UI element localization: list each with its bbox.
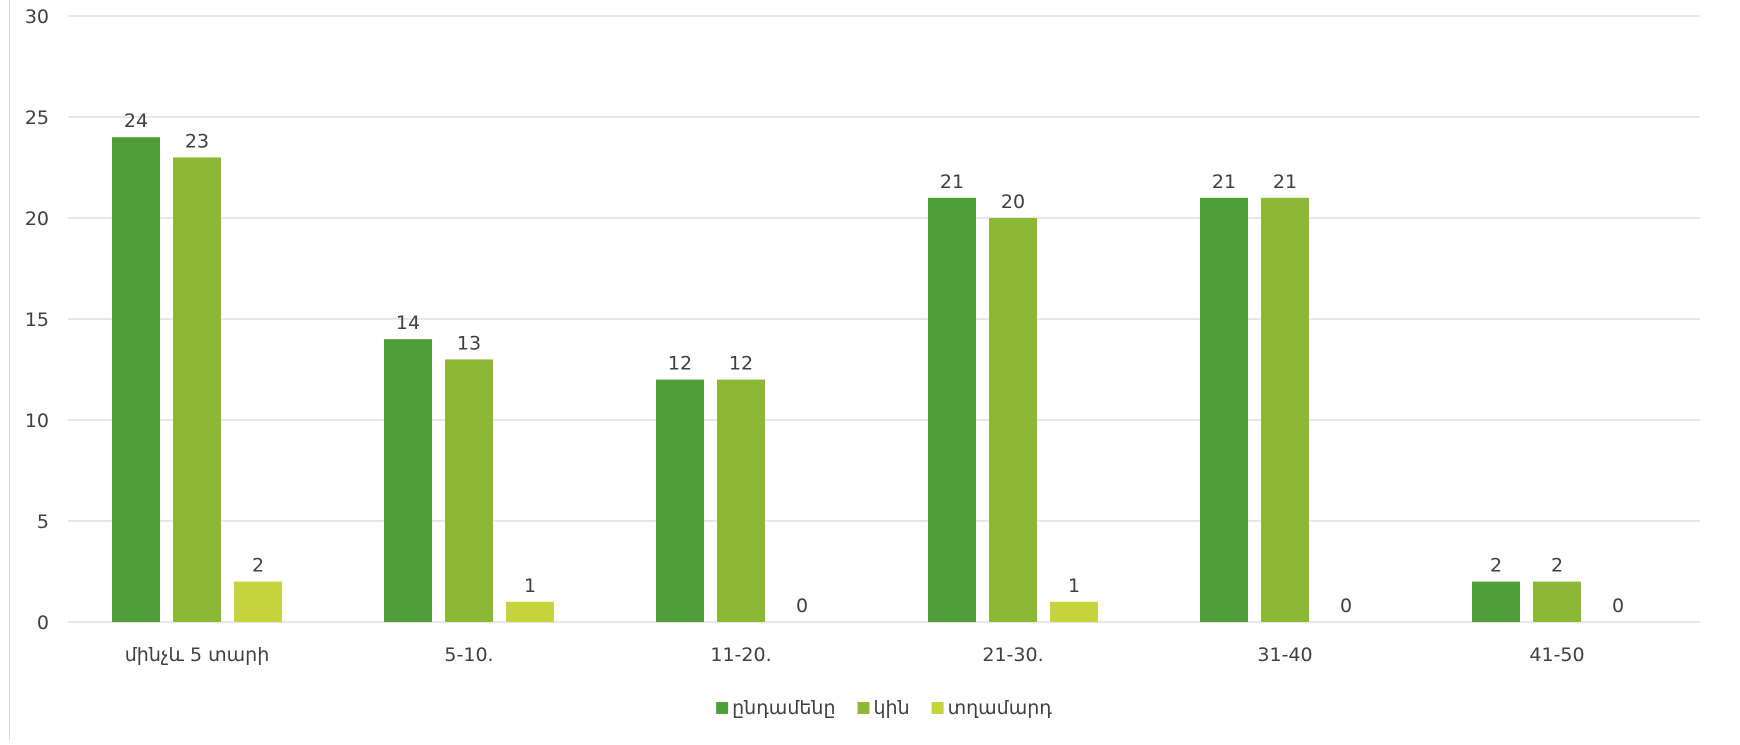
legend-label: կին	[873, 697, 909, 719]
y-tick-label: 5	[37, 511, 49, 533]
bar-1-3	[656, 379, 704, 622]
bar-2-5	[1261, 197, 1309, 623]
data-label: 21	[1212, 171, 1236, 193]
bar-1-6	[1472, 581, 1520, 622]
gridlines	[68, 15, 1700, 623]
data-label: 0	[1340, 595, 1352, 617]
x-tick-label: 11-20.	[710, 644, 771, 666]
data-label: 1	[1068, 575, 1080, 597]
data-label: 24	[124, 110, 148, 132]
data-label: 23	[185, 130, 209, 152]
bar-1-2	[384, 339, 432, 622]
legend-swatch	[931, 702, 944, 714]
bars	[112, 137, 1581, 623]
legend-item: ընդամենը	[716, 697, 835, 719]
legend-label: տղամարդ	[948, 697, 1053, 719]
data-label: 2	[1490, 555, 1502, 577]
x-axis: մինչև 5 տարի 5-10. 11-20. 21-30. 31-40 41-50	[125, 644, 1585, 666]
bar-2-6	[1533, 581, 1581, 622]
legend-swatch	[857, 702, 870, 714]
y-tick-label: 10	[25, 410, 49, 432]
data-label: 14	[396, 312, 420, 334]
x-tick-label: 41-50	[1529, 644, 1584, 666]
data-label: 20	[1001, 191, 1025, 213]
x-tick-label: 21-30.	[982, 644, 1043, 666]
y-tick-label: 0	[37, 612, 49, 634]
data-label: 21	[940, 171, 964, 193]
data-label: 2	[252, 555, 264, 577]
data-label: 2	[1551, 555, 1563, 577]
y-axis: 0 5 10 15 20 25 30	[25, 6, 49, 634]
bar-1-5	[1200, 197, 1248, 623]
bar-3-2	[506, 601, 554, 622]
bar-3-4	[1050, 601, 1098, 622]
data-label: 0	[1612, 595, 1624, 617]
data-label: 12	[668, 353, 692, 375]
x-tick-label: մինչև 5 տարի	[125, 644, 270, 666]
bar-3-1	[234, 581, 282, 622]
bar-2-1	[173, 157, 221, 622]
bar-2-2	[445, 359, 493, 622]
legend-label: ընդամենը	[732, 697, 835, 719]
y-tick-label: 15	[25, 309, 49, 331]
data-label: 12	[729, 353, 753, 375]
x-tick-label: 5-10.	[444, 644, 493, 666]
bar-2-3	[717, 379, 765, 622]
data-label: 0	[796, 595, 808, 617]
legend-swatch	[716, 702, 729, 714]
data-label: 13	[457, 332, 481, 354]
data-label: 21	[1273, 171, 1297, 193]
frame-border	[9, 0, 10, 740]
legend-item: կին	[857, 697, 910, 719]
y-tick-label: 30	[25, 6, 49, 28]
bar-1-1	[112, 137, 160, 622]
y-tick-label: 20	[25, 208, 49, 230]
x-tick-label: 31-40	[1257, 644, 1312, 666]
data-label: 1	[524, 575, 536, 597]
legend-item: տղամարդ	[931, 697, 1053, 719]
bar-2-4	[989, 218, 1037, 622]
bar-1-4	[928, 197, 976, 623]
y-tick-label: 25	[25, 107, 49, 129]
legend: ընդամենը կին տղամարդ	[716, 697, 1052, 719]
